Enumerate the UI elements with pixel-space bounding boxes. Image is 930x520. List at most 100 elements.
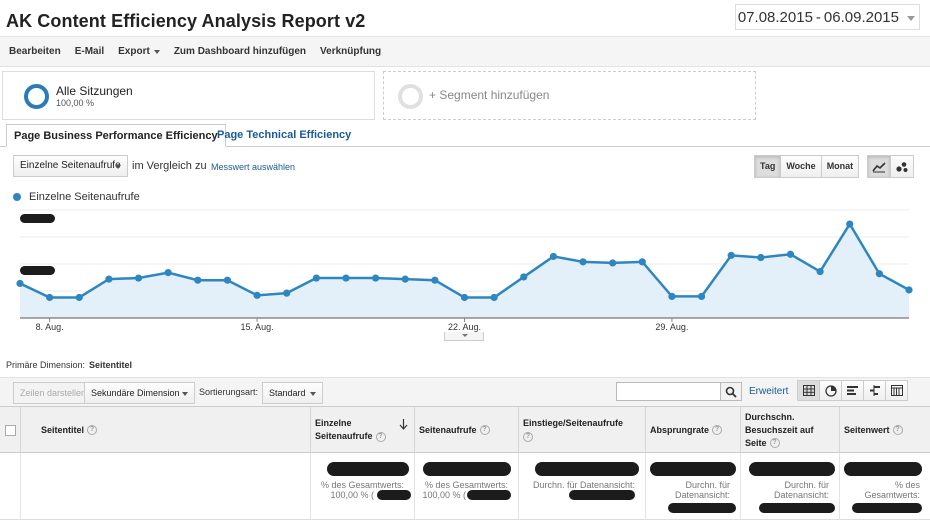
redacted-y-label [20, 214, 55, 223]
period-day-button[interactable]: Tag [754, 155, 782, 178]
data-point-2 [75, 293, 83, 302]
table-view-pie-button[interactable] [819, 380, 842, 401]
col-avg-time-on-page[interactable]: Durchschn. Besuchszeit auf Seite? [741, 407, 840, 453]
advanced-filter-link[interactable]: Erweitert [749, 386, 789, 397]
show-rows-button[interactable]: Zeilen darstellen [13, 382, 94, 404]
edit-button[interactable]: Bearbeiten [9, 46, 61, 57]
table-view-comparison-button[interactable] [863, 380, 886, 401]
line-chart-view-button[interactable] [867, 155, 891, 178]
redacted-value [749, 462, 835, 476]
data-point-17 [520, 273, 528, 281]
table-view-performance-button[interactable] [841, 380, 864, 401]
add-segment-button[interactable]: + Segment hinzufügen [383, 71, 756, 120]
select-metric-link[interactable]: Messwert auswählen [211, 162, 296, 172]
totals-avg-time: Durchn. für Datenansicht: [741, 453, 840, 520]
help-icon[interactable]: ? [712, 425, 723, 436]
data-point-7 [223, 276, 232, 284]
metric-select[interactable]: Einzelne Seitenaufrufe [13, 155, 128, 177]
sort-label: Sortierungsart: [199, 387, 259, 397]
select-all-checkbox[interactable] [4, 424, 16, 436]
col-entrances-per-pageview[interactable]: Einstiege/Seitenaufrufe? [519, 407, 646, 453]
email-button[interactable]: E-Mail [74, 46, 105, 57]
period-week-button[interactable]: Woche [780, 155, 822, 178]
data-point-28 [846, 220, 854, 228]
action-toolbar: Bearbeiten E-Mail Export Zum Dashboard h… [0, 36, 930, 67]
col-unique-pageviews[interactable]: Einzelne Seitenaufrufe? [311, 407, 415, 453]
shortcut-button[interactable]: Verknüpfung [320, 46, 382, 57]
help-icon[interactable]: ? [87, 425, 98, 435]
redacted-value [467, 490, 511, 500]
sort-type-select[interactable]: Standard [262, 382, 323, 404]
col-avg-time-label: Durchschn. Besuchszeit auf Seite [745, 411, 814, 448]
data-table: Seitentitel? Einzelne Seitenaufrufe? Sei… [0, 406, 930, 520]
data-point-1 [46, 293, 54, 302]
pct-value-label: 100,00 % ( [422, 490, 466, 500]
help-icon[interactable]: ? [479, 425, 490, 436]
help-icon[interactable]: ? [523, 431, 533, 442]
data-point-16 [490, 293, 498, 302]
period-month-button[interactable]: Monat [820, 155, 860, 178]
chevron-down-icon [182, 392, 188, 396]
avg-view-short-label: Durchn. für [784, 480, 829, 490]
secondary-dimension-select[interactable]: Sekundäre Dimension [84, 382, 195, 404]
empty-segment-ring-icon [398, 84, 423, 109]
export-button[interactable]: Export [118, 46, 160, 57]
report-tabs: Page Business Performance Efficiency Pag… [0, 124, 930, 147]
data-point-13 [401, 275, 409, 283]
chevron-down-icon [907, 15, 915, 21]
segment-ring-icon [24, 84, 49, 109]
data-point-14 [431, 276, 439, 284]
line-chart-icon [872, 161, 886, 172]
primary-dimension-value[interactable]: Seitentitel [89, 360, 133, 370]
redacted-value [569, 490, 635, 500]
col-page-title-label: Seitentitel [41, 424, 85, 435]
avg-view-label: Durchn. für Datenansicht: [532, 480, 635, 490]
help-icon[interactable]: ? [769, 438, 780, 449]
legend-label: Einzelne Seitenaufrufe [29, 191, 140, 203]
pct-tail-label: Gesamtwerts: [864, 490, 920, 500]
redacted-value [535, 462, 639, 476]
data-point-20 [609, 259, 617, 267]
col-page-value[interactable]: Seitenwert? [840, 407, 930, 453]
avg-view-tail-label: Datenansicht: [674, 490, 730, 500]
redacted-value [668, 503, 736, 513]
data-point-10 [312, 274, 320, 282]
date-range-picker[interactable]: 07.08.2015 - 06.09.2015 [734, 4, 920, 30]
col-page-value-label: Seitenwert [844, 424, 890, 435]
report-header: AK Content Efficiency Analysis Report v2… [0, 0, 930, 36]
segment-all-sessions[interactable]: Alle Sitzungen 100,00 % [2, 71, 375, 120]
totals-pageviews: % des Gesamtwerts: 100,00 % ( [415, 453, 519, 520]
help-icon[interactable]: ? [375, 431, 386, 442]
x-tick-label: 8. Aug. [36, 322, 64, 332]
secondary-dimension-label: Sekundäre Dimension [91, 388, 180, 398]
col-bounce-rate[interactable]: Absprungrate? [646, 407, 741, 453]
data-point-3 [105, 275, 113, 283]
col-page-title[interactable]: Seitentitel? [21, 407, 311, 453]
metric-select-value: Einzelne Seitenaufrufe [20, 160, 121, 171]
help-icon[interactable]: ? [892, 425, 903, 436]
report-title: AK Content Efficiency Analysis Report v2 [6, 11, 366, 31]
data-point-12 [372, 274, 380, 282]
col-pageviews[interactable]: Seitenaufrufe? [415, 407, 519, 453]
motion-chart-view-button[interactable] [890, 155, 914, 178]
data-point-19 [579, 258, 587, 266]
table-view-pivot-button[interactable] [885, 380, 908, 401]
pie-chart-icon [824, 384, 837, 397]
redacted-value [327, 462, 409, 476]
redacted-value [852, 503, 922, 513]
tab-business-performance[interactable]: Page Business Performance Efficiency [6, 124, 226, 147]
table-view-data-button[interactable] [797, 380, 820, 401]
primary-dimension: Primäre Dimension: Seitentitel [6, 360, 132, 370]
data-point-18 [549, 252, 558, 261]
redacted-value [844, 462, 922, 476]
pivot-icon [890, 385, 903, 396]
col-entrances-label: Einstiege/Seitenaufrufe [523, 418, 624, 428]
legend-dot-icon [13, 193, 21, 201]
search-button[interactable] [720, 382, 742, 401]
chevron-down-icon [153, 49, 160, 54]
col-unique-pageviews-label: Einzelne Seitenaufrufe [315, 418, 373, 441]
table-search-input[interactable] [616, 382, 721, 401]
chart-collapse-handle[interactable] [444, 332, 484, 341]
tab-technical-efficiency[interactable]: Page Technical Efficiency [217, 129, 352, 141]
add-to-dashboard-button[interactable]: Zum Dashboard hinzufügen [173, 46, 307, 57]
